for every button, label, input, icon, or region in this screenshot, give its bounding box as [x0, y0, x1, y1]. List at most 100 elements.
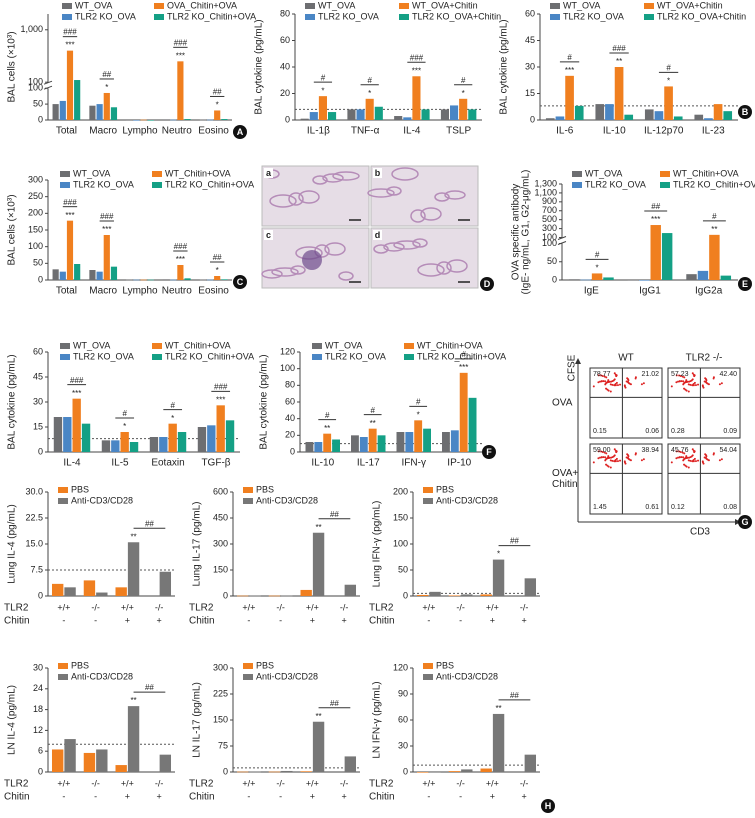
- y-tick-label: 80: [285, 380, 295, 390]
- bar: [368, 428, 377, 452]
- bar: [565, 75, 574, 120]
- y-tick-label: 150: [213, 714, 228, 724]
- legend-swatch: [58, 663, 68, 669]
- comparison-label: ##: [102, 70, 111, 79]
- legend-swatch: [305, 14, 315, 20]
- bar: [492, 713, 505, 772]
- event-dot: [619, 459, 622, 462]
- bar: [147, 279, 154, 281]
- legend-swatch: [60, 343, 70, 349]
- row-label: Chitin: [552, 479, 578, 490]
- y-tick-label: 50: [33, 258, 43, 268]
- panel-badge: [541, 799, 555, 813]
- legend-swatch: [423, 663, 433, 669]
- bar: [709, 234, 720, 280]
- bar: [568, 279, 580, 280]
- tissue-structure: [434, 192, 450, 202]
- legend-swatch: [423, 498, 433, 504]
- bar: [127, 542, 140, 596]
- x-tick-label: +: [341, 791, 346, 801]
- bar: [83, 580, 96, 596]
- event-dot: [602, 380, 605, 383]
- event-dot: [683, 463, 686, 466]
- legend-swatch: [152, 343, 162, 349]
- y-tick-label: 18: [33, 704, 43, 714]
- significance-label: *: [595, 264, 598, 273]
- quadrant-value: 0.09: [723, 428, 737, 435]
- comparison-label: ###: [174, 242, 188, 251]
- bar: [468, 109, 477, 120]
- flow-plot: [667, 367, 741, 439]
- x-tick-label: +: [341, 615, 346, 625]
- event-dot: [694, 460, 697, 463]
- event-dot: [694, 384, 697, 387]
- legend-swatch: [644, 14, 654, 20]
- legend-swatch: [423, 674, 433, 680]
- significance-label: ***: [65, 41, 74, 50]
- event-dot: [689, 380, 692, 383]
- bar: [697, 270, 709, 280]
- quadrant-value: 0.12: [671, 504, 685, 511]
- event-dot: [605, 381, 608, 384]
- significance-label: *: [105, 83, 108, 92]
- legend-swatch: [404, 354, 414, 360]
- y-tick-label: 100: [280, 363, 295, 373]
- event-dot: [686, 456, 689, 459]
- comparison-label: ##: [510, 691, 519, 700]
- y-tick-label: 120: [393, 662, 408, 672]
- legend-label: TLR2 KO_Chitin+OVA: [165, 179, 254, 189]
- bar: [344, 584, 357, 596]
- comparison-label: #: [325, 411, 330, 420]
- micrograph-label-bg: [264, 230, 273, 240]
- event-dot: [603, 375, 606, 378]
- quadrant-value: 0.15: [593, 428, 607, 435]
- comparison-label: #: [122, 409, 127, 418]
- event-dot: [693, 381, 696, 384]
- bar: [450, 105, 459, 120]
- event-dot: [677, 456, 680, 459]
- bar: [162, 279, 170, 280]
- event-dot: [680, 380, 683, 383]
- x-tick-label: Total: [56, 126, 77, 137]
- x-tick-label: -/-: [340, 602, 349, 612]
- bar: [332, 439, 340, 452]
- legend-swatch: [154, 3, 164, 9]
- bar: [405, 432, 414, 452]
- y-tick-label: 60: [33, 346, 43, 356]
- panel-badge: [738, 105, 752, 119]
- y-tick-label: 60: [285, 396, 295, 406]
- bar: [72, 398, 81, 452]
- bar: [365, 98, 374, 120]
- x-tick-label: +/+: [306, 778, 319, 788]
- event-dot: [609, 466, 612, 469]
- y-axis-label: CFSE: [567, 354, 578, 381]
- bar: [614, 67, 624, 120]
- legend-label: PBS: [71, 484, 89, 494]
- bar: [59, 271, 66, 280]
- legend-label: PBS: [436, 660, 454, 670]
- y-axis-label: BAL cytokine (pg/mL): [7, 354, 18, 449]
- x-tick-label: -/-: [155, 602, 164, 612]
- legend-swatch: [243, 498, 253, 504]
- event-dot: [613, 384, 616, 387]
- event-dot: [600, 374, 603, 377]
- bar: [591, 273, 603, 280]
- y-tick-label: 80: [280, 8, 290, 18]
- significance-label: ***: [565, 66, 574, 75]
- significance-label: **: [711, 225, 717, 234]
- event-dot: [616, 384, 619, 387]
- micrograph-label-bg: [373, 168, 382, 178]
- y-tick-label: 0: [403, 766, 408, 776]
- tissue-structure: [420, 207, 442, 221]
- bar: [126, 279, 133, 281]
- event-dot: [670, 461, 673, 464]
- quadrant-value: 21.02: [641, 371, 659, 378]
- significance-label: *: [497, 550, 500, 559]
- legend-label: WT_Chitin+OVA: [165, 340, 231, 350]
- y-tick-label: 0: [38, 766, 43, 776]
- event-dot: [689, 383, 692, 386]
- significance-label: *: [321, 86, 324, 95]
- x-tick-label: Neutro: [162, 286, 192, 297]
- event-dot: [592, 461, 595, 464]
